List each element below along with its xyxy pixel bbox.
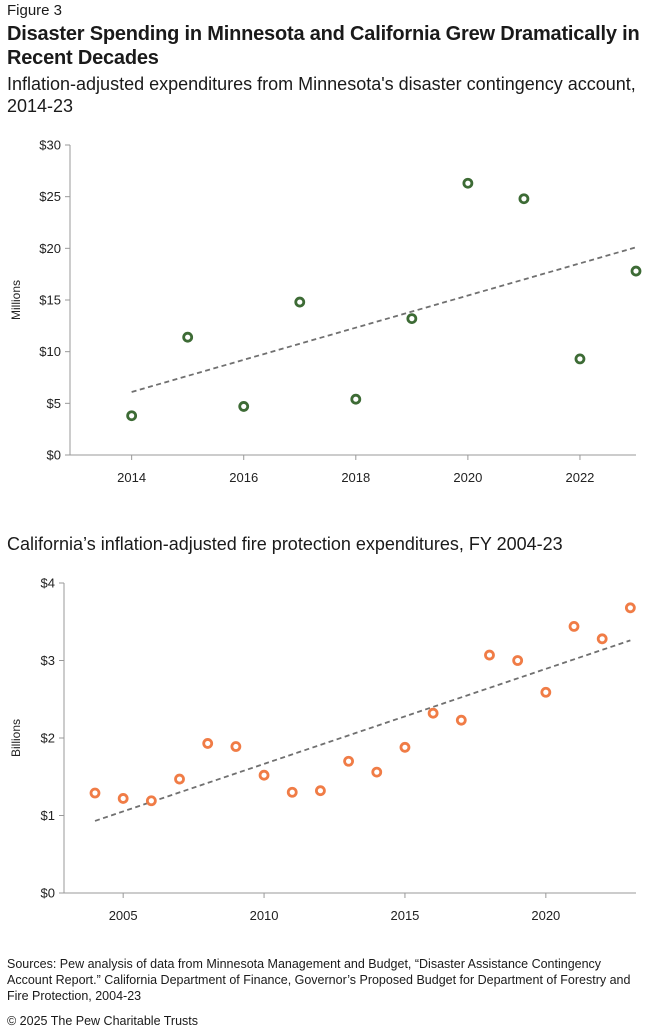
figure-label: Figure 3 — [7, 2, 63, 19]
ca-data-point-2010 — [258, 769, 270, 781]
mn-data-point-2018 — [350, 393, 362, 405]
x-tick-label: 2005 — [109, 908, 138, 923]
ca-data-point-2015 — [399, 741, 411, 753]
ca-data-point-2005 — [117, 793, 129, 804]
ca-data-point-2021 — [568, 621, 580, 632]
ca-data-point-2014 — [371, 766, 383, 778]
mn-data-point-2020 — [462, 177, 474, 189]
ca-data-point-2008 — [202, 738, 214, 749]
y-tick-label: $10 — [39, 344, 61, 359]
y-tick-label: $25 — [39, 189, 61, 204]
california-scatter-chart: $0 $1 $2 $3 $4 2005 2010 2015 2020 Billions — [9, 576, 636, 923]
mn-data-point-2017 — [294, 296, 306, 308]
y-tick-label: $30 — [39, 138, 61, 153]
y-tick-label: $5 — [47, 396, 61, 411]
y-tick-label: $0 — [47, 448, 61, 463]
mn-data-point-2021 — [518, 193, 530, 205]
ca-data-point-2020 — [540, 686, 552, 698]
x-tick-label: 2010 — [250, 908, 279, 923]
trend-line — [131, 246, 637, 393]
mn-data-point-2015 — [182, 331, 194, 343]
trend-line — [94, 639, 631, 822]
ca-data-point-2007 — [174, 773, 185, 785]
x-tick-label: 2020 — [453, 470, 482, 485]
ca-data-point-2006 — [145, 795, 157, 807]
mn-data-point-2014 — [126, 410, 138, 422]
mn-data-point-2016 — [238, 401, 250, 412]
ca-data-point-2009 — [230, 741, 242, 752]
copyright-note: © 2025 The Pew Charitable Trusts — [7, 1014, 199, 1028]
ca-data-point-2011 — [286, 786, 298, 798]
chart-2-title: California’s inflation-adjusted fire pro… — [7, 534, 563, 554]
y-axis-title: Millions — [9, 280, 23, 320]
y-tick-label: $3 — [41, 653, 55, 668]
minnesota-scatter-chart: $0 $5 $10 $15 $20 $25 $30 2014 2016 2018 2020 2022 M… — [9, 138, 642, 485]
x-tick-label: 2018 — [341, 470, 370, 485]
x-tick-label: 2014 — [117, 470, 146, 485]
y-axis-title: Billions — [9, 719, 23, 757]
x-tick-label: 2020 — [531, 908, 560, 923]
ca-data-point-2004 — [89, 787, 101, 799]
ca-data-point-2019 — [512, 655, 524, 666]
ca-data-point-2017 — [455, 714, 467, 726]
x-tick-label: 2022 — [565, 470, 594, 485]
y-tick-label: $1 — [41, 808, 55, 823]
y-tick-label: $4 — [41, 576, 55, 591]
y-tick-label: $0 — [41, 886, 55, 901]
figure-title: Disaster Spending in Minnesota and Calif… — [7, 23, 640, 69]
ca-data-point-2018 — [484, 649, 495, 661]
mn-data-point-2023 — [630, 265, 642, 277]
mn-data-point-2019 — [406, 313, 418, 325]
x-tick-label: 2015 — [390, 908, 419, 923]
x-tick-label: 2016 — [229, 470, 258, 485]
ca-data-point-2013 — [343, 755, 354, 767]
chart-1-title: Inflation-adjusted expenditures from Min… — [7, 74, 636, 116]
mn-data-point-2022 — [574, 353, 586, 365]
ca-data-point-2012 — [315, 785, 326, 797]
y-tick-label: $2 — [41, 731, 55, 746]
sources-note: Sources: Pew analysis of data from Minne… — [7, 957, 631, 1003]
y-tick-label: $20 — [39, 241, 61, 256]
y-tick-label: $15 — [39, 293, 61, 308]
ca-data-point-2022 — [596, 633, 608, 645]
ca-data-point-2023 — [624, 602, 636, 614]
ca-data-point-2016 — [427, 707, 439, 719]
